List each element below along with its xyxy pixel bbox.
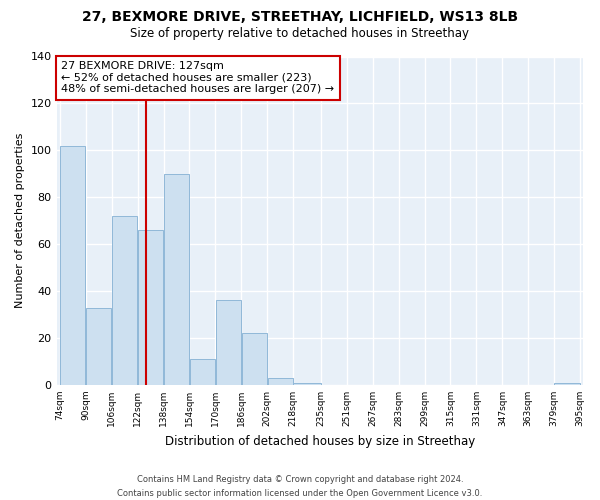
Text: Size of property relative to detached houses in Streethay: Size of property relative to detached ho… xyxy=(131,28,470,40)
Text: 27 BEXMORE DRIVE: 127sqm
← 52% of detached houses are smaller (223)
48% of semi-: 27 BEXMORE DRIVE: 127sqm ← 52% of detach… xyxy=(61,61,335,94)
X-axis label: Distribution of detached houses by size in Streethay: Distribution of detached houses by size … xyxy=(165,434,475,448)
Text: Contains HM Land Registry data © Crown copyright and database right 2024.
Contai: Contains HM Land Registry data © Crown c… xyxy=(118,476,482,498)
Bar xyxy=(293,382,320,385)
Bar xyxy=(86,308,112,385)
Bar xyxy=(138,230,163,385)
Bar xyxy=(215,300,241,385)
Bar xyxy=(554,382,580,385)
Bar xyxy=(164,174,189,385)
Text: 27, BEXMORE DRIVE, STREETHAY, LICHFIELD, WS13 8LB: 27, BEXMORE DRIVE, STREETHAY, LICHFIELD,… xyxy=(82,10,518,24)
Y-axis label: Number of detached properties: Number of detached properties xyxy=(15,133,25,308)
Bar xyxy=(60,146,85,385)
Bar xyxy=(242,334,267,385)
Bar xyxy=(190,359,215,385)
Bar xyxy=(112,216,137,385)
Bar xyxy=(268,378,293,385)
